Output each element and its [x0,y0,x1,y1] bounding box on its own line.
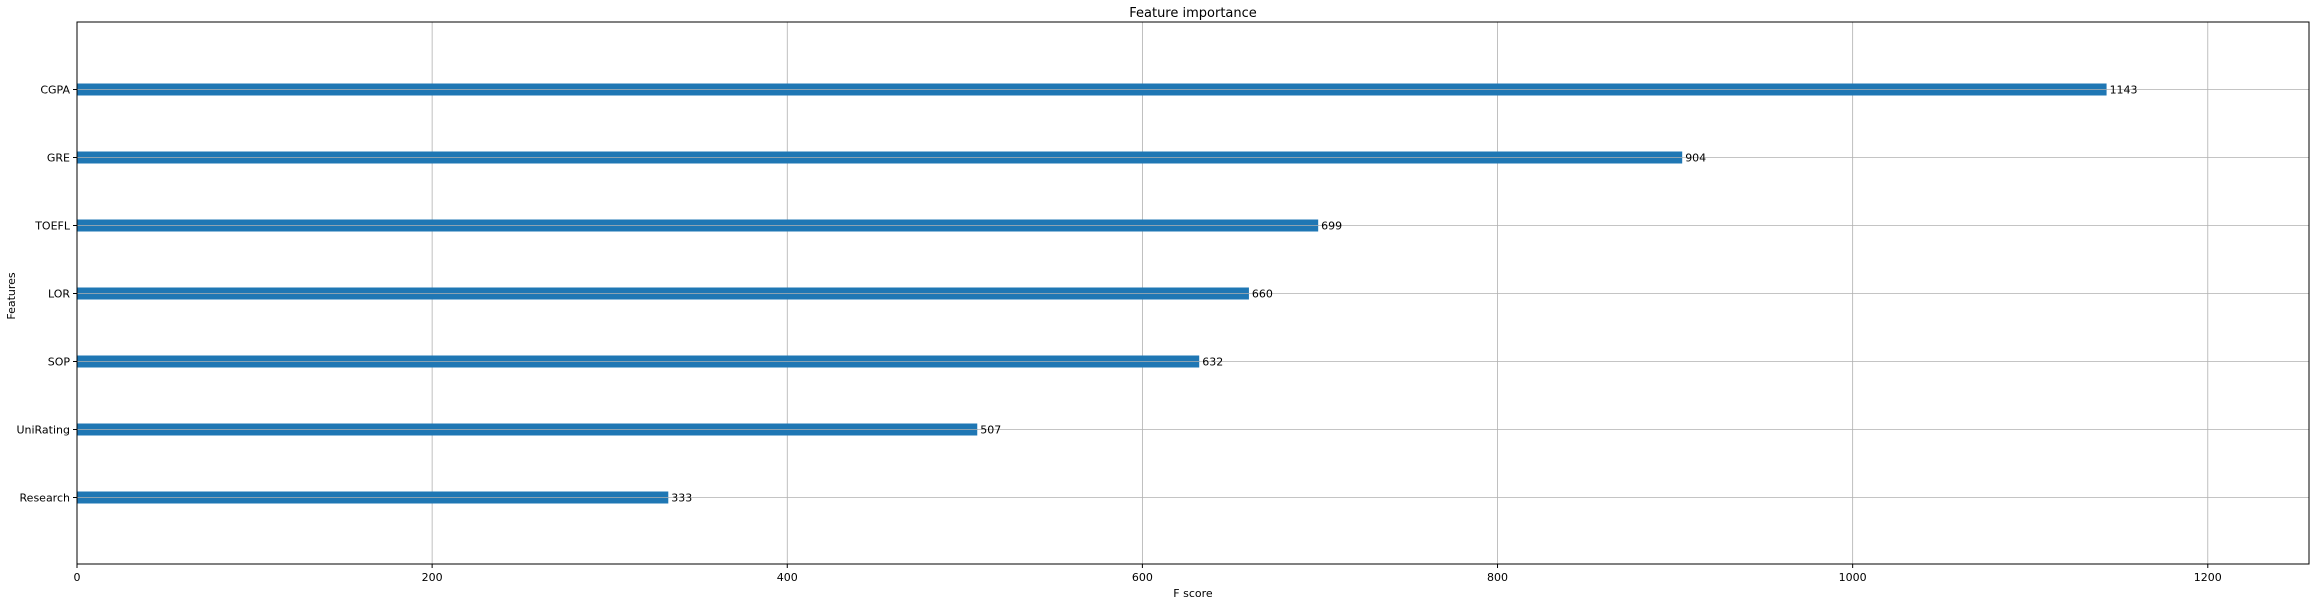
data-label-unirating: 507 [980,424,1001,437]
data-labels: 333 507 632 660 699 904 1143 [671,84,2137,505]
y-tick-label-gre: GRE [47,152,70,165]
y-tick-label-toefl: TOEFL [34,220,71,233]
y-tick-label-sop: SOP [48,356,71,369]
y-axis-label: Features [5,272,18,320]
y-tick-label-lor: LOR [48,288,70,301]
data-label-toefl: 699 [1321,220,1342,233]
x-tick-label: 800 [1487,571,1508,584]
x-tick-label: 200 [422,571,443,584]
data-label-research: 333 [671,492,692,505]
y-tick-label-unirating: UniRating [16,424,70,437]
x-axis-label: F score [1173,587,1213,600]
data-label-lor: 660 [1252,288,1273,301]
x-tick-label: 400 [777,571,798,584]
y-ticks: Research UniRating SOP LOR TOEFL GRE CGPA [16,84,77,505]
data-label-sop: 632 [1202,356,1223,369]
y-tick-label-cgpa: CGPA [40,84,70,97]
x-tick-label: 1000 [1839,571,1867,584]
plot-frame [76,21,2310,565]
y-tick-label-research: Research [20,492,70,505]
x-ticks: 0 200 400 600 800 1000 1200 [74,564,2222,584]
x-tick-label: 600 [1132,571,1153,584]
data-label-cgpa: 1143 [2110,84,2138,97]
chart-title: Feature importance [1129,6,1257,21]
x-tick-label: 0 [74,571,81,584]
bars [77,83,2107,504]
data-label-gre: 904 [1685,152,1706,165]
x-tick-label: 1200 [2194,571,2222,584]
